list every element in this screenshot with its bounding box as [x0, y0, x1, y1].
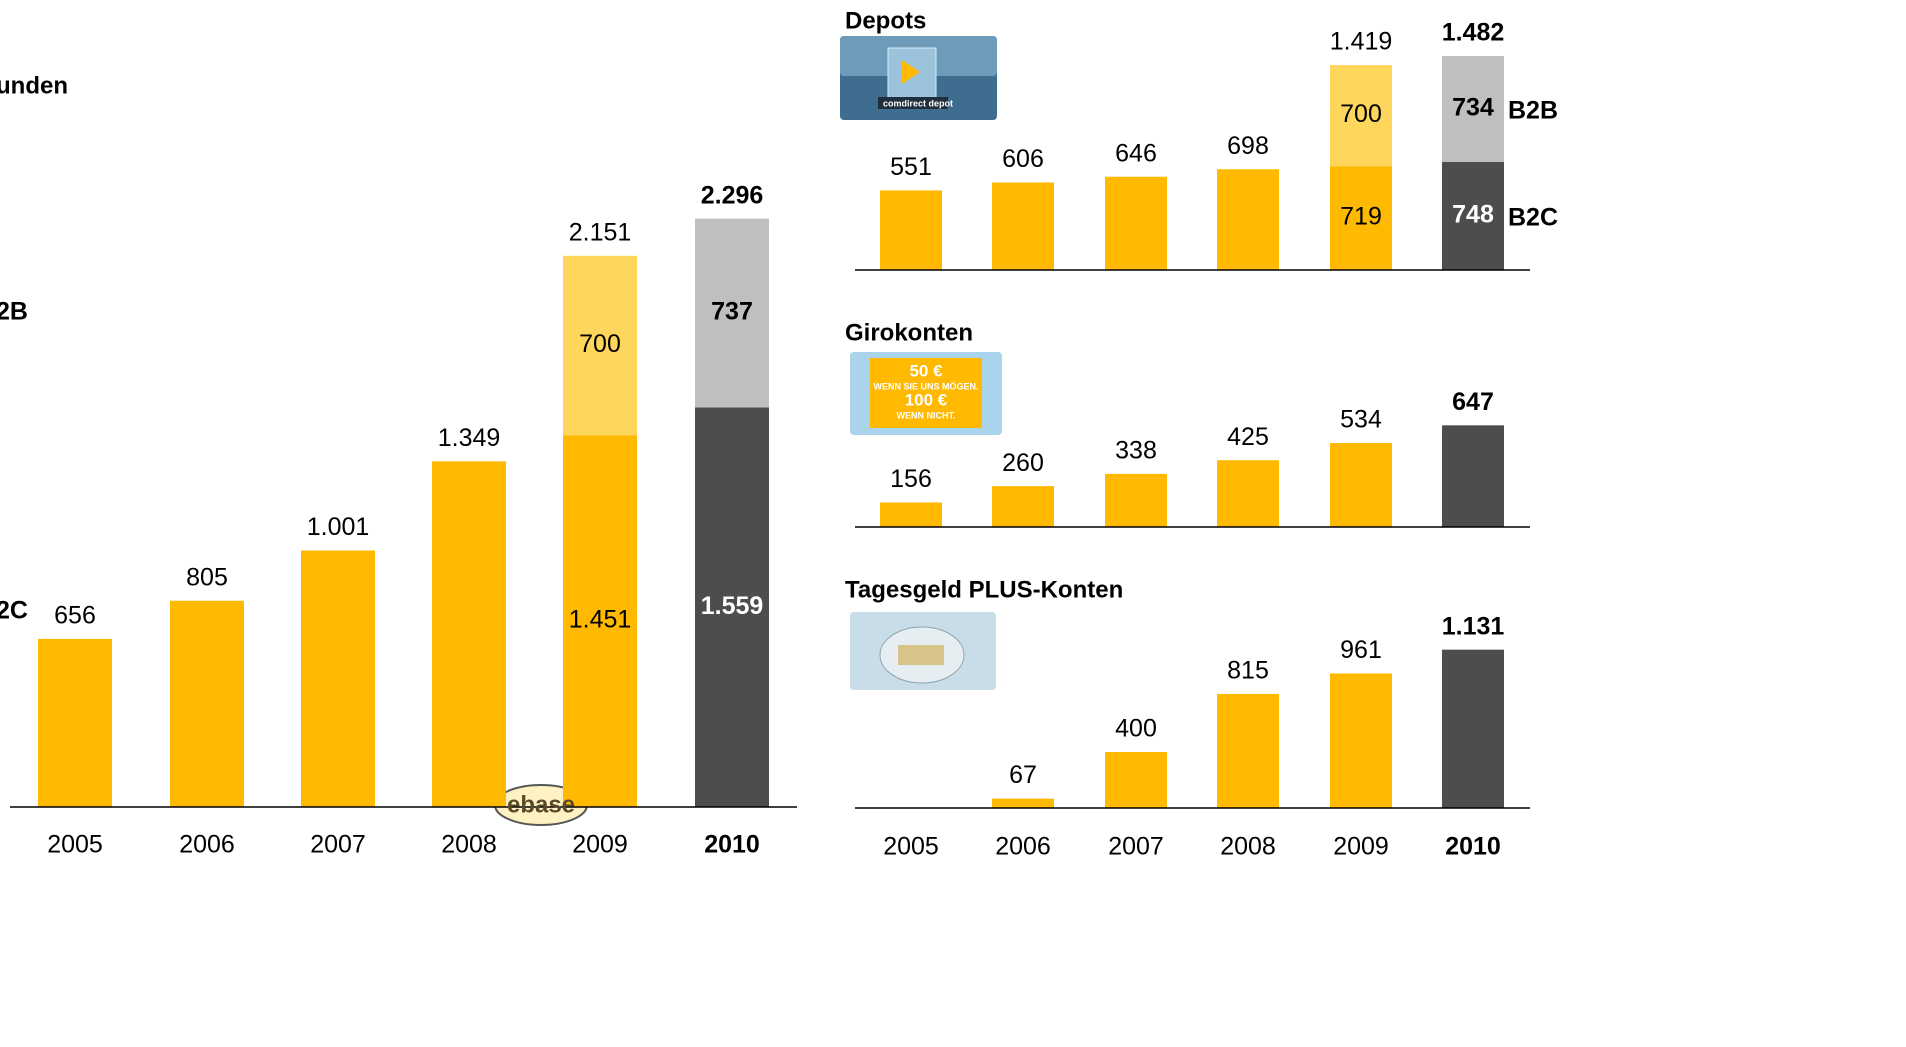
bar [170, 601, 244, 807]
value-label: 961 [1340, 636, 1382, 664]
value-label: 606 [1002, 145, 1044, 173]
chart-title: Girokonten [845, 319, 973, 346]
bar [432, 461, 506, 807]
x-tick-label: 2005 [883, 833, 939, 861]
legend-label: B2B [1508, 97, 1558, 125]
value-label: 748 [1452, 201, 1494, 229]
chart-title: Depots [845, 7, 926, 34]
value-label: 698 [1227, 132, 1269, 160]
legend-label: B2C [1508, 204, 1558, 232]
image-text: WENN NICHT. [897, 410, 956, 420]
bar [880, 502, 942, 527]
x-tick-label: 2009 [1333, 833, 1389, 861]
value-label: 734 [1452, 94, 1494, 122]
value-label: 647 [1452, 388, 1494, 416]
legend-label: 2C [0, 597, 28, 625]
bar [1330, 443, 1392, 527]
bar [1217, 694, 1279, 808]
value-label: 156 [890, 465, 932, 493]
x-tick-label: 2005 [47, 831, 103, 859]
value-label: 700 [1340, 100, 1382, 128]
bar [1105, 474, 1167, 527]
piggy-image [850, 612, 996, 690]
legend-label: 2B [0, 298, 28, 326]
value-label: 815 [1227, 657, 1269, 685]
bar [992, 799, 1054, 808]
value-label: 1.349 [438, 424, 501, 452]
image-text: comdirect depot [883, 98, 953, 108]
bar [880, 190, 942, 270]
value-label: 260 [1002, 449, 1044, 477]
x-tick-label: 2010 [704, 831, 760, 859]
value-label: 551 [890, 153, 932, 181]
bar [38, 639, 112, 807]
bar [1217, 169, 1279, 270]
x-tick-label: 2006 [179, 831, 235, 859]
slide: unden 656 2005 805 2006 1.001 2007 1.349 2008 1.4… [0, 0, 1906, 1047]
value-label: 1.451 [569, 606, 632, 634]
image-text: 100 € [905, 390, 948, 409]
chart-title: Tagesgeld PLUS-Konten [845, 576, 1123, 603]
x-tick-label: 2008 [1220, 833, 1276, 861]
value-label: 737 [711, 298, 753, 326]
chart-title: unden [0, 72, 68, 99]
total-label: 2.151 [569, 218, 632, 246]
value-label: 719 [1340, 203, 1382, 231]
total-label: 1.419 [1330, 28, 1393, 56]
x-tick-label: 2010 [1445, 833, 1501, 861]
bar [1442, 650, 1504, 808]
total-label: 2.296 [701, 181, 764, 209]
bar [1105, 177, 1167, 270]
value-label: 400 [1115, 715, 1157, 743]
x-tick-label: 2007 [1108, 833, 1164, 861]
bar [992, 182, 1054, 270]
value-label: 1.131 [1442, 612, 1505, 640]
total-label: 1.482 [1442, 19, 1505, 47]
bar [992, 486, 1054, 527]
image-text: 50 € [909, 361, 943, 380]
x-tick-label: 2006 [995, 833, 1051, 861]
x-tick-label: 2009 [572, 831, 628, 859]
x-tick-label: 2007 [310, 831, 366, 859]
value-label: 646 [1115, 139, 1157, 167]
value-label: 656 [54, 602, 96, 630]
value-label: 700 [579, 330, 621, 358]
value-label: 1.559 [701, 592, 764, 620]
value-label: 534 [1340, 406, 1382, 434]
logo-text: ebase [507, 791, 575, 818]
value-label: 1.001 [307, 513, 370, 541]
bar [1217, 460, 1279, 527]
x-tick-label: 2008 [441, 831, 497, 859]
value-label: 67 [1009, 761, 1037, 789]
bar [1105, 752, 1167, 808]
bar [1442, 425, 1504, 527]
value-label: 425 [1227, 423, 1269, 451]
bar [301, 550, 375, 807]
value-label: 338 [1115, 436, 1157, 464]
bar [1330, 673, 1392, 808]
value-label: 805 [186, 563, 228, 591]
